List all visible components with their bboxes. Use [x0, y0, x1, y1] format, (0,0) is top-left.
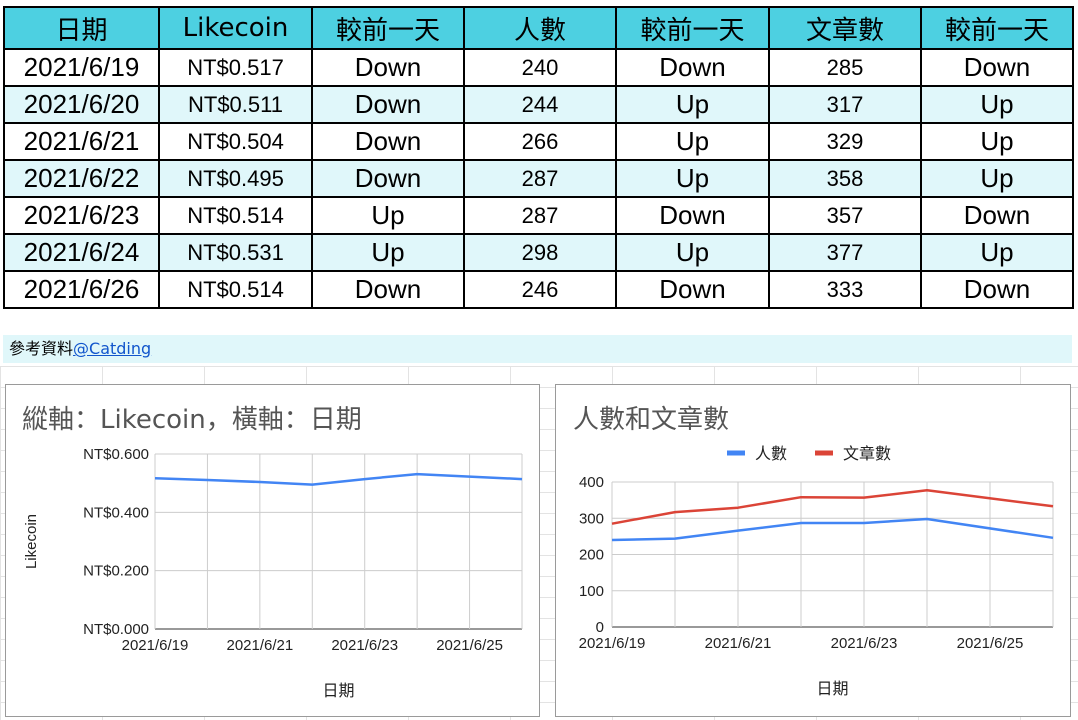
x-tick-label: 2021/6/23 — [831, 635, 898, 652]
table-row: 2021/6/21 NT$0.504 Down 266 Up 329 Up — [3, 122, 1074, 161]
y-tick-label: NT$0.400 — [83, 504, 149, 521]
y-tick-label: NT$0.600 — [83, 446, 149, 463]
table-cell[interactable]: Up — [615, 233, 770, 272]
table-cell[interactable]: 287 — [463, 196, 617, 235]
table-cell[interactable]: 246 — [463, 270, 617, 309]
table-cell[interactable]: 377 — [768, 233, 922, 272]
header-date[interactable]: 日期 — [3, 6, 160, 50]
table-cell[interactable]: Down — [920, 196, 1074, 235]
table-cell[interactable]: Up — [615, 85, 770, 124]
header-likecoin-change[interactable]: 較前一天 — [311, 6, 465, 50]
table-cell[interactable]: 2021/6/24 — [3, 233, 160, 272]
table-cell[interactable]: NT$0.514 — [158, 270, 313, 309]
table-cell[interactable]: 2021/6/21 — [3, 122, 160, 161]
y-tick-label: 300 — [579, 510, 604, 527]
table-cell[interactable]: Down — [920, 270, 1074, 309]
table-cell[interactable]: 2021/6/19 — [3, 48, 160, 87]
table-cell[interactable]: Down — [311, 48, 465, 87]
table-cell[interactable]: NT$0.511 — [158, 85, 313, 124]
reference-link[interactable]: @Catding — [73, 339, 152, 358]
x-axis-label: 日期 — [322, 682, 354, 700]
table-cell[interactable]: 244 — [463, 85, 617, 124]
table-cell[interactable]: 240 — [463, 48, 617, 87]
data-table: 日期 Likecoin 較前一天 人數 較前一天 文章數 較前一天 2021/6… — [3, 6, 1074, 309]
likecoin-line-chart: NT$0.000 NT$0.200 NT$0.400 NT$0.600 2021/6/1… — [23, 446, 523, 700]
table-cell[interactable]: Down — [311, 270, 465, 309]
table-cell[interactable]: 333 — [768, 270, 922, 309]
series-line — [154, 472, 523, 486]
table-cell[interactable]: Down — [920, 48, 1074, 87]
table-cell[interactable]: 329 — [768, 122, 922, 161]
reference-label: 參考資料 — [9, 339, 74, 358]
table-cell[interactable]: NT$0.517 — [158, 48, 313, 87]
table-cell[interactable]: 317 — [768, 85, 922, 124]
table-cell[interactable]: Down — [615, 270, 770, 309]
people-articles-line-chart: 0 100 200 300 400 2021/6/19 2021/6/21 2021/6/23… — [579, 445, 1054, 698]
y-tick-label: 100 — [579, 583, 604, 600]
x-axis-label: 日期 — [816, 680, 848, 698]
table-row: 2021/6/23 NT$0.514 Up 287 Down 357 Down — [3, 196, 1074, 235]
table-cell[interactable]: 298 — [463, 233, 617, 272]
x-tick-label: 2021/6/25 — [436, 637, 503, 654]
table-row: 2021/6/19 NT$0.517 Down 240 Down 285 Down — [3, 48, 1074, 87]
header-people[interactable]: 人數 — [463, 6, 617, 50]
y-tick-label: NT$0.000 — [83, 621, 149, 638]
people-articles-chart-panel[interactable]: 人數和文章數 0 100 200 300 400 2021/6/19 2021/6/21 20… — [555, 384, 1071, 717]
table-cell[interactable]: Up — [920, 122, 1074, 161]
likecoin-chart-panel[interactable]: 縱軸：Likecoin，橫軸：日期 NT$0.000 NT$0.200 NT$0.4… — [5, 384, 540, 717]
table-cell[interactable]: Up — [311, 233, 465, 272]
table-cell[interactable]: 287 — [463, 159, 617, 198]
series-line — [611, 517, 1054, 542]
table-cell[interactable]: Up — [920, 233, 1074, 272]
table-row: 2021/6/22 NT$0.495 Down 287 Up 358 Up — [3, 159, 1074, 198]
y-tick-label: 0 — [596, 619, 604, 636]
table-cell[interactable]: Up — [311, 196, 465, 235]
y-axis-label: Likecoin — [23, 514, 40, 569]
x-tick-label: 2021/6/25 — [957, 635, 1024, 652]
y-tick-label: 400 — [579, 474, 604, 491]
header-likecoin[interactable]: Likecoin — [158, 6, 313, 50]
table-cell[interactable]: 2021/6/22 — [3, 159, 160, 198]
table-cell[interactable]: 358 — [768, 159, 922, 198]
table-cell[interactable]: Down — [615, 196, 770, 235]
table-cell[interactable]: NT$0.531 — [158, 233, 313, 272]
header-people-change[interactable]: 較前一天 — [615, 6, 770, 50]
x-tick-label: 2021/6/23 — [331, 637, 398, 654]
y-tick-label: 200 — [579, 547, 604, 564]
x-tick-label: 2021/6/19 — [122, 637, 189, 654]
table-cell[interactable]: NT$0.495 — [158, 159, 313, 198]
table-cell[interactable]: Up — [615, 122, 770, 161]
table-cell[interactable]: 2021/6/20 — [3, 85, 160, 124]
table-cell[interactable]: Down — [311, 85, 465, 124]
legend-label: 文章數 — [843, 445, 891, 463]
table-cell[interactable]: 2021/6/23 — [3, 196, 160, 235]
header-articles-change[interactable]: 較前一天 — [920, 6, 1074, 50]
reference-row: 參考資料@Catding — [3, 335, 1072, 363]
table-cell[interactable]: Down — [311, 159, 465, 198]
x-tick-label: 2021/6/21 — [226, 637, 293, 654]
table-cell[interactable]: 2021/6/26 — [3, 270, 160, 309]
table-cell[interactable]: Up — [920, 85, 1074, 124]
x-tick-label: 2021/6/21 — [705, 635, 772, 652]
chart-title: 人數和文章數 — [573, 405, 730, 435]
table-cell[interactable]: 285 — [768, 48, 922, 87]
chart-title: 縱軸：Likecoin，橫軸：日期 — [22, 405, 362, 435]
table-cell[interactable]: Up — [615, 159, 770, 198]
table-row: 2021/6/20 NT$0.511 Down 244 Up 317 Up — [3, 85, 1074, 124]
table-cell[interactable]: 357 — [768, 196, 922, 235]
table-cell[interactable]: Up — [920, 159, 1074, 198]
table-cell[interactable]: NT$0.504 — [158, 122, 313, 161]
series-line — [611, 489, 1054, 525]
table-cell[interactable]: 266 — [463, 122, 617, 161]
table-row: 2021/6/26 NT$0.514 Down 246 Down 333 Down — [3, 270, 1074, 309]
table-row: 2021/6/24 NT$0.531 Up 298 Up 377 Up — [3, 233, 1074, 272]
table-cell[interactable]: Down — [615, 48, 770, 87]
x-tick-label: 2021/6/19 — [579, 635, 646, 652]
header-articles[interactable]: 文章數 — [768, 6, 922, 50]
table-cell[interactable]: Down — [311, 122, 465, 161]
y-tick-label: NT$0.200 — [83, 563, 149, 580]
header-row: 日期 Likecoin 較前一天 人數 較前一天 文章數 較前一天 — [3, 6, 1074, 50]
legend-label: 人數 — [755, 445, 787, 463]
table-cell[interactable]: NT$0.514 — [158, 196, 313, 235]
